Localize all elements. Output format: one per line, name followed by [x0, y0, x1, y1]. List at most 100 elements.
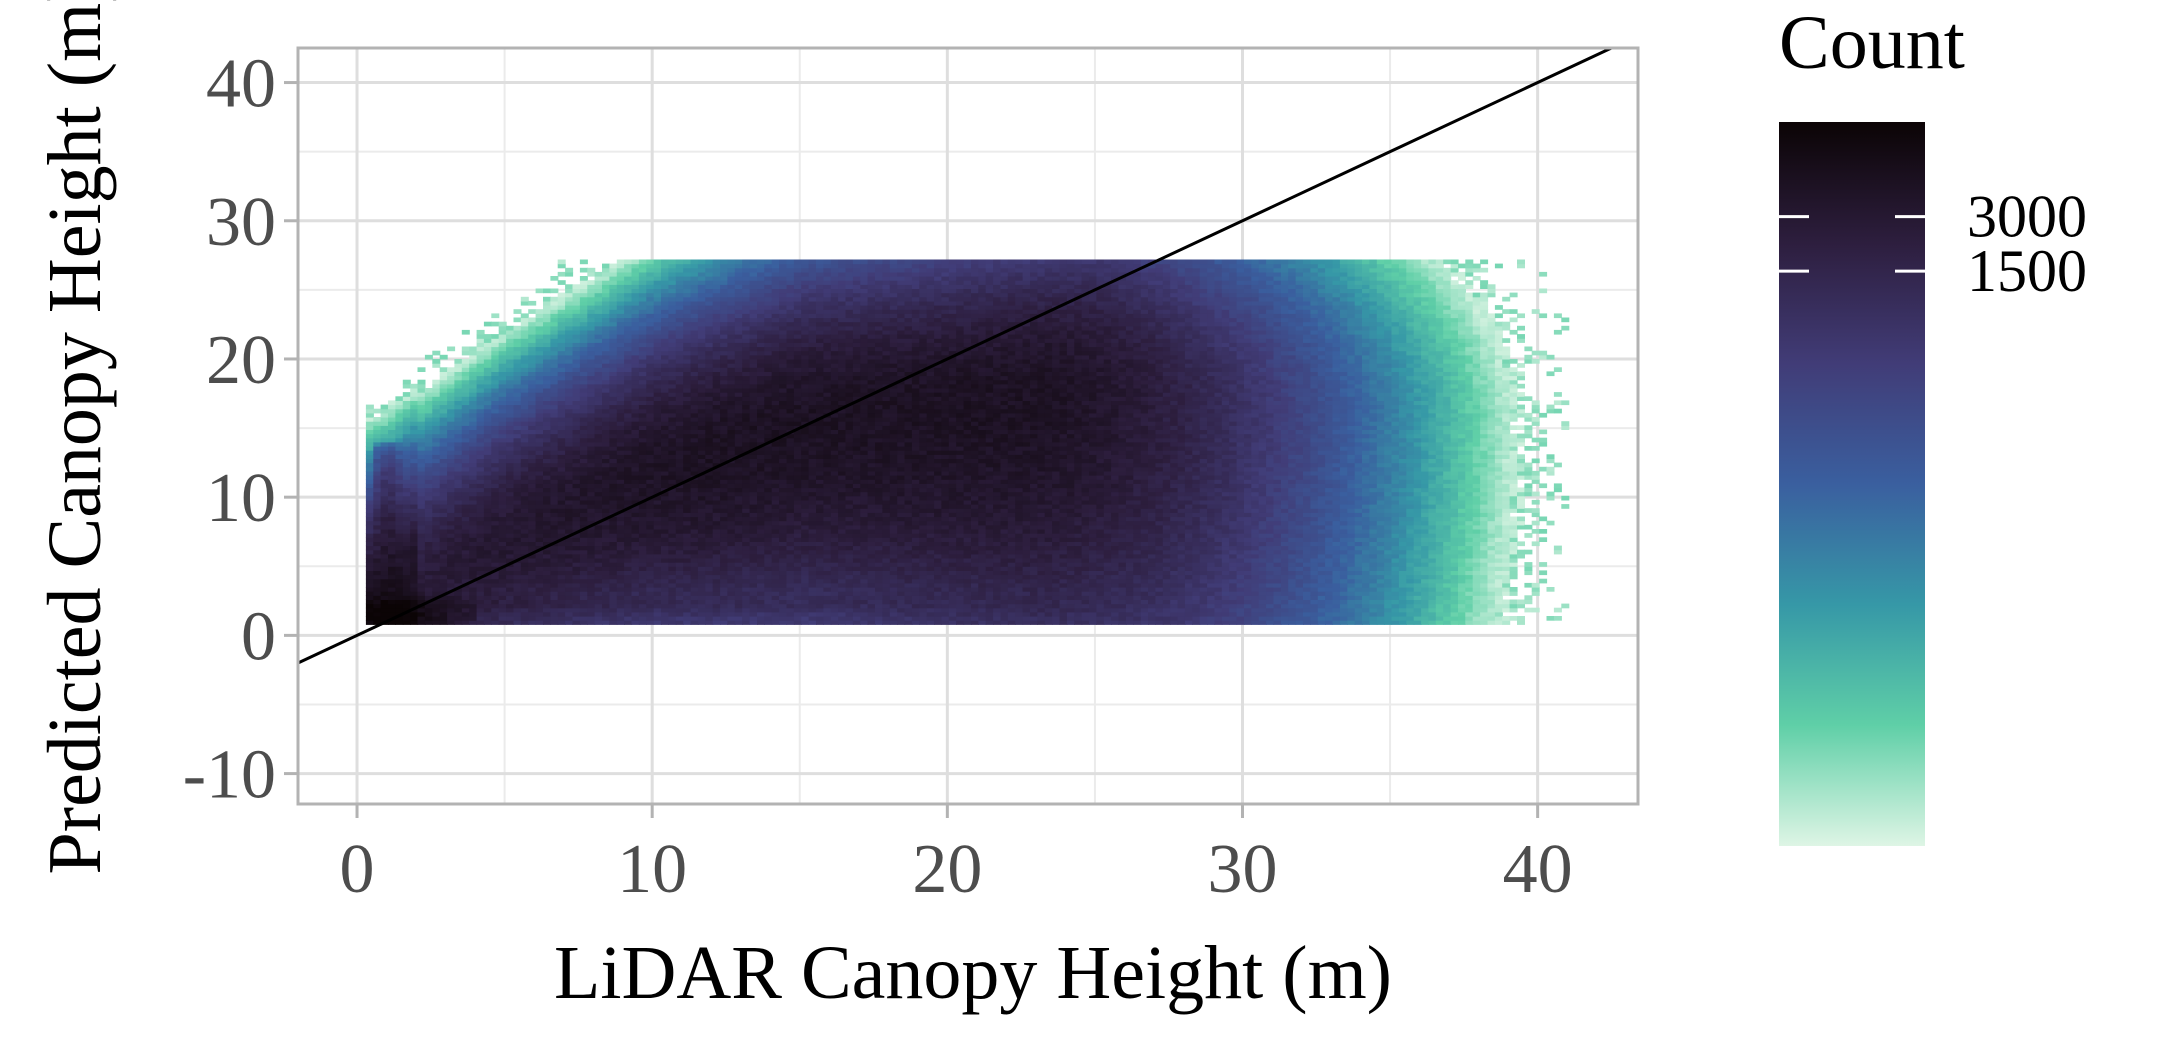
heatmap-cell: [683, 350, 692, 356]
heatmap-cell: [506, 379, 515, 385]
heatmap-cell: [697, 433, 706, 439]
heatmap-cell: [786, 425, 795, 430]
heatmap-cell: [572, 620, 581, 625]
heatmap-cell: [432, 537, 441, 542]
heatmap-cell: [638, 591, 647, 596]
heatmap-cell: [646, 504, 655, 509]
heatmap-cell: [690, 263, 699, 269]
heatmap-cell: [749, 611, 758, 617]
heatmap-cell: [594, 292, 603, 298]
heatmap-cell: [557, 317, 566, 323]
heatmap-cell: [483, 404, 492, 410]
heatmap-cell: [631, 553, 640, 559]
heatmap-cell: [653, 574, 662, 580]
heatmap-cell: [757, 578, 765, 584]
heatmap-cell: [661, 595, 669, 600]
heatmap-cell: [793, 263, 802, 269]
heatmap-cell: [749, 276, 758, 281]
heatmap-cell: [675, 325, 684, 331]
heatmap-cell: [823, 321, 832, 327]
heatmap-cell: [734, 558, 743, 563]
heatmap-cell: [830, 499, 839, 505]
heatmap-cell: [757, 412, 765, 418]
heatmap-cell: [786, 408, 795, 414]
heatmap-cell: [572, 408, 581, 414]
heatmap-cell: [705, 570, 714, 576]
heatmap-cell: [668, 288, 677, 294]
heatmap-cell: [609, 558, 618, 563]
heatmap-cell: [734, 437, 743, 443]
heatmap-cell: [587, 520, 596, 526]
heatmap-cell: [786, 342, 795, 348]
heatmap-cell: [557, 591, 566, 596]
heatmap-cell: [816, 338, 824, 343]
heatmap-cell: [638, 446, 647, 451]
heatmap-cell: [683, 462, 692, 468]
heatmap-cell: [616, 441, 625, 447]
heatmap-cell: [565, 470, 574, 476]
heatmap-cell: [535, 475, 544, 480]
heatmap-cell: [506, 446, 515, 451]
heatmap-cell: [749, 582, 758, 588]
heatmap-cell: [602, 454, 610, 459]
heatmap-cell: [779, 325, 788, 331]
heatmap-cell: [646, 371, 655, 377]
heatmap-cell: [638, 417, 647, 422]
heatmap-cell: [697, 570, 706, 576]
heatmap-cell: [668, 325, 677, 331]
heatmap-cell: [594, 599, 603, 605]
heatmap-cell: [764, 400, 773, 406]
heatmap-cell: [587, 371, 596, 377]
heatmap-cell: [683, 267, 692, 273]
heatmap-cell: [447, 388, 456, 393]
heatmap-cell: [535, 408, 544, 414]
heatmap-cell: [535, 582, 544, 588]
heatmap-cell: [661, 396, 669, 401]
heatmap-cell: [410, 562, 419, 567]
heatmap-cell: [602, 400, 610, 406]
heatmap-cell: [535, 479, 544, 484]
heatmap-cell: [808, 512, 817, 518]
heatmap-cell: [461, 499, 470, 505]
heatmap-cell: [801, 280, 810, 285]
heatmap-cell: [616, 512, 625, 518]
heatmap-cell: [690, 309, 699, 314]
heatmap-cell: [720, 537, 729, 542]
heatmap-cell: [609, 499, 618, 505]
heatmap-cell: [417, 607, 426, 613]
heatmap-cell: [793, 396, 802, 401]
heatmap-cell: [690, 591, 699, 596]
heatmap-cell: [793, 558, 802, 563]
heatmap-cell: [424, 512, 433, 518]
heatmap-cell: [624, 363, 633, 368]
heatmap-cell: [520, 578, 529, 584]
heatmap-cell: [779, 599, 788, 605]
heatmap-cell: [365, 591, 374, 596]
heatmap-cell: [801, 346, 810, 352]
heatmap-cell: [830, 495, 839, 501]
heatmap-cell: [786, 479, 795, 484]
heatmap-cell: [609, 408, 618, 414]
heatmap-cell: [557, 454, 566, 459]
heatmap-cell: [528, 479, 537, 484]
heatmap-cell: [602, 541, 610, 547]
heatmap-cell: [779, 392, 788, 397]
heatmap-cell: [432, 591, 441, 596]
heatmap-cell: [572, 417, 581, 422]
heatmap-cell: [535, 400, 544, 406]
heatmap-cell: [461, 529, 470, 534]
heatmap-cell: [786, 603, 795, 609]
heatmap-cell: [454, 549, 463, 555]
heatmap-cell: [491, 458, 500, 464]
heatmap-cell: [757, 305, 765, 310]
heatmap-cell: [808, 408, 817, 414]
heatmap-cell: [365, 541, 374, 547]
heatmap-cell: [424, 404, 433, 410]
heatmap-cell: [631, 429, 640, 435]
heatmap-cell: [668, 466, 677, 472]
heatmap-cell: [705, 508, 714, 513]
heatmap-cell: [543, 524, 551, 530]
heatmap-cell: [461, 533, 470, 538]
heatmap-cell: [705, 412, 714, 418]
heatmap-cell: [816, 354, 824, 360]
